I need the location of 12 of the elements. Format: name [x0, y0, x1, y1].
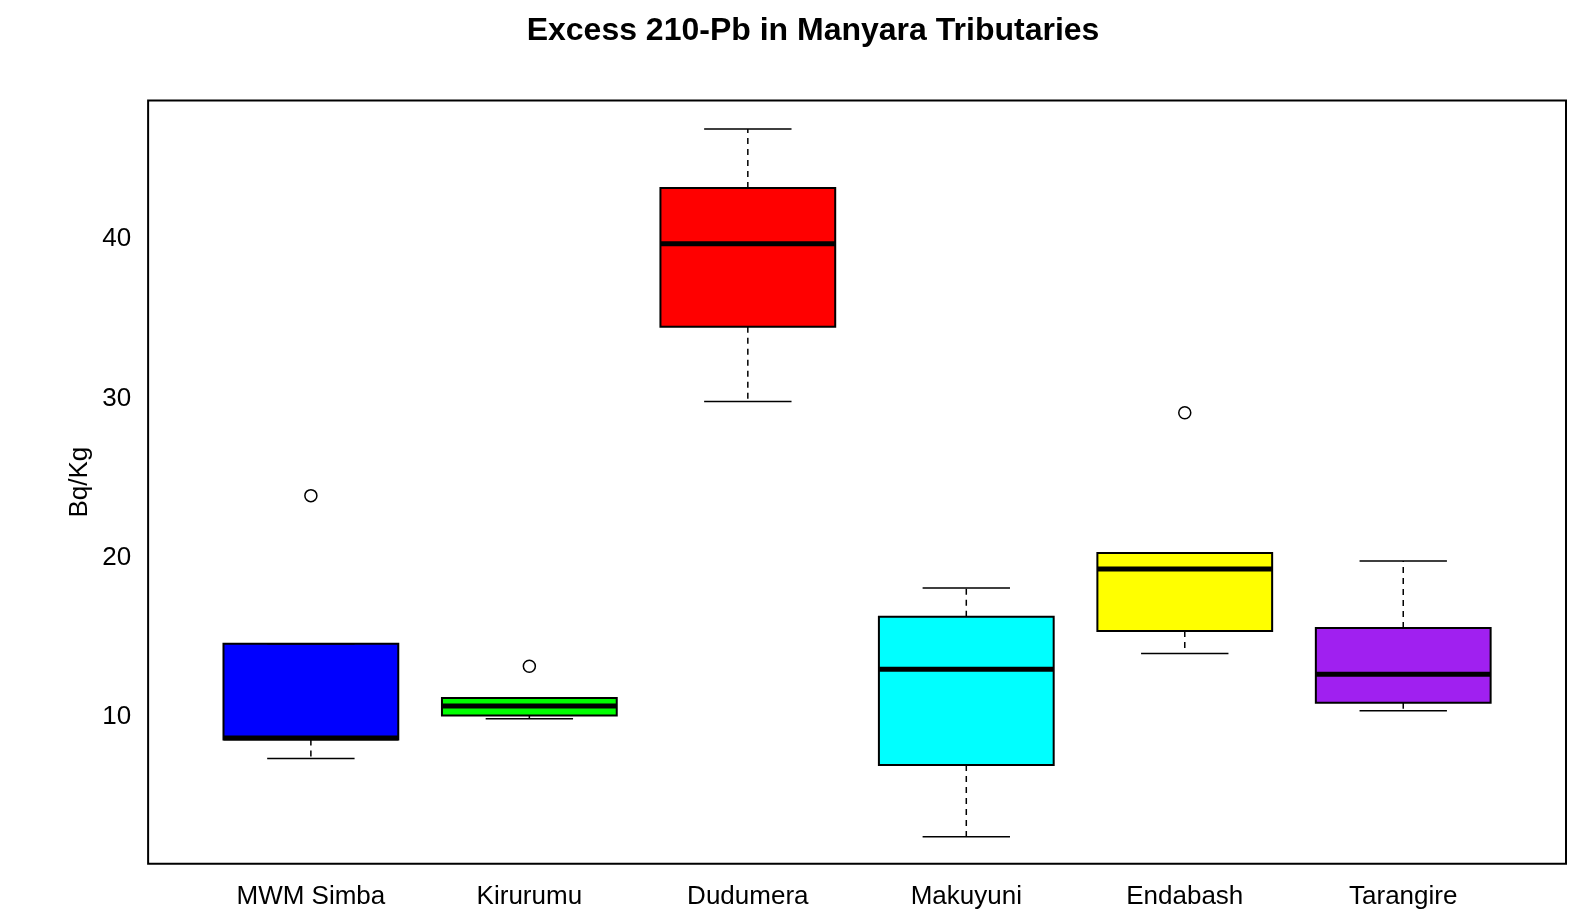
y-tick-label: 10 [102, 700, 132, 731]
x-tick-label: Kirurumu [476, 879, 583, 910]
y-axis-title: Bq/Kg [62, 446, 93, 518]
x-tick-label: MWM Simba [236, 879, 386, 910]
chart-title: Excess 210-Pb in Manyara Tributaries [526, 11, 1100, 48]
y-tick-label: 40 [102, 222, 132, 253]
x-tick-label: Tarangire [1349, 879, 1458, 910]
y-tick-label: 30 [102, 381, 132, 412]
x-tick-label: Endabash [1126, 879, 1244, 910]
y-tick-label: 20 [102, 540, 132, 571]
x-tick-label: Makuyuni [910, 879, 1022, 910]
x-tick-label: Dudumera [687, 879, 810, 910]
